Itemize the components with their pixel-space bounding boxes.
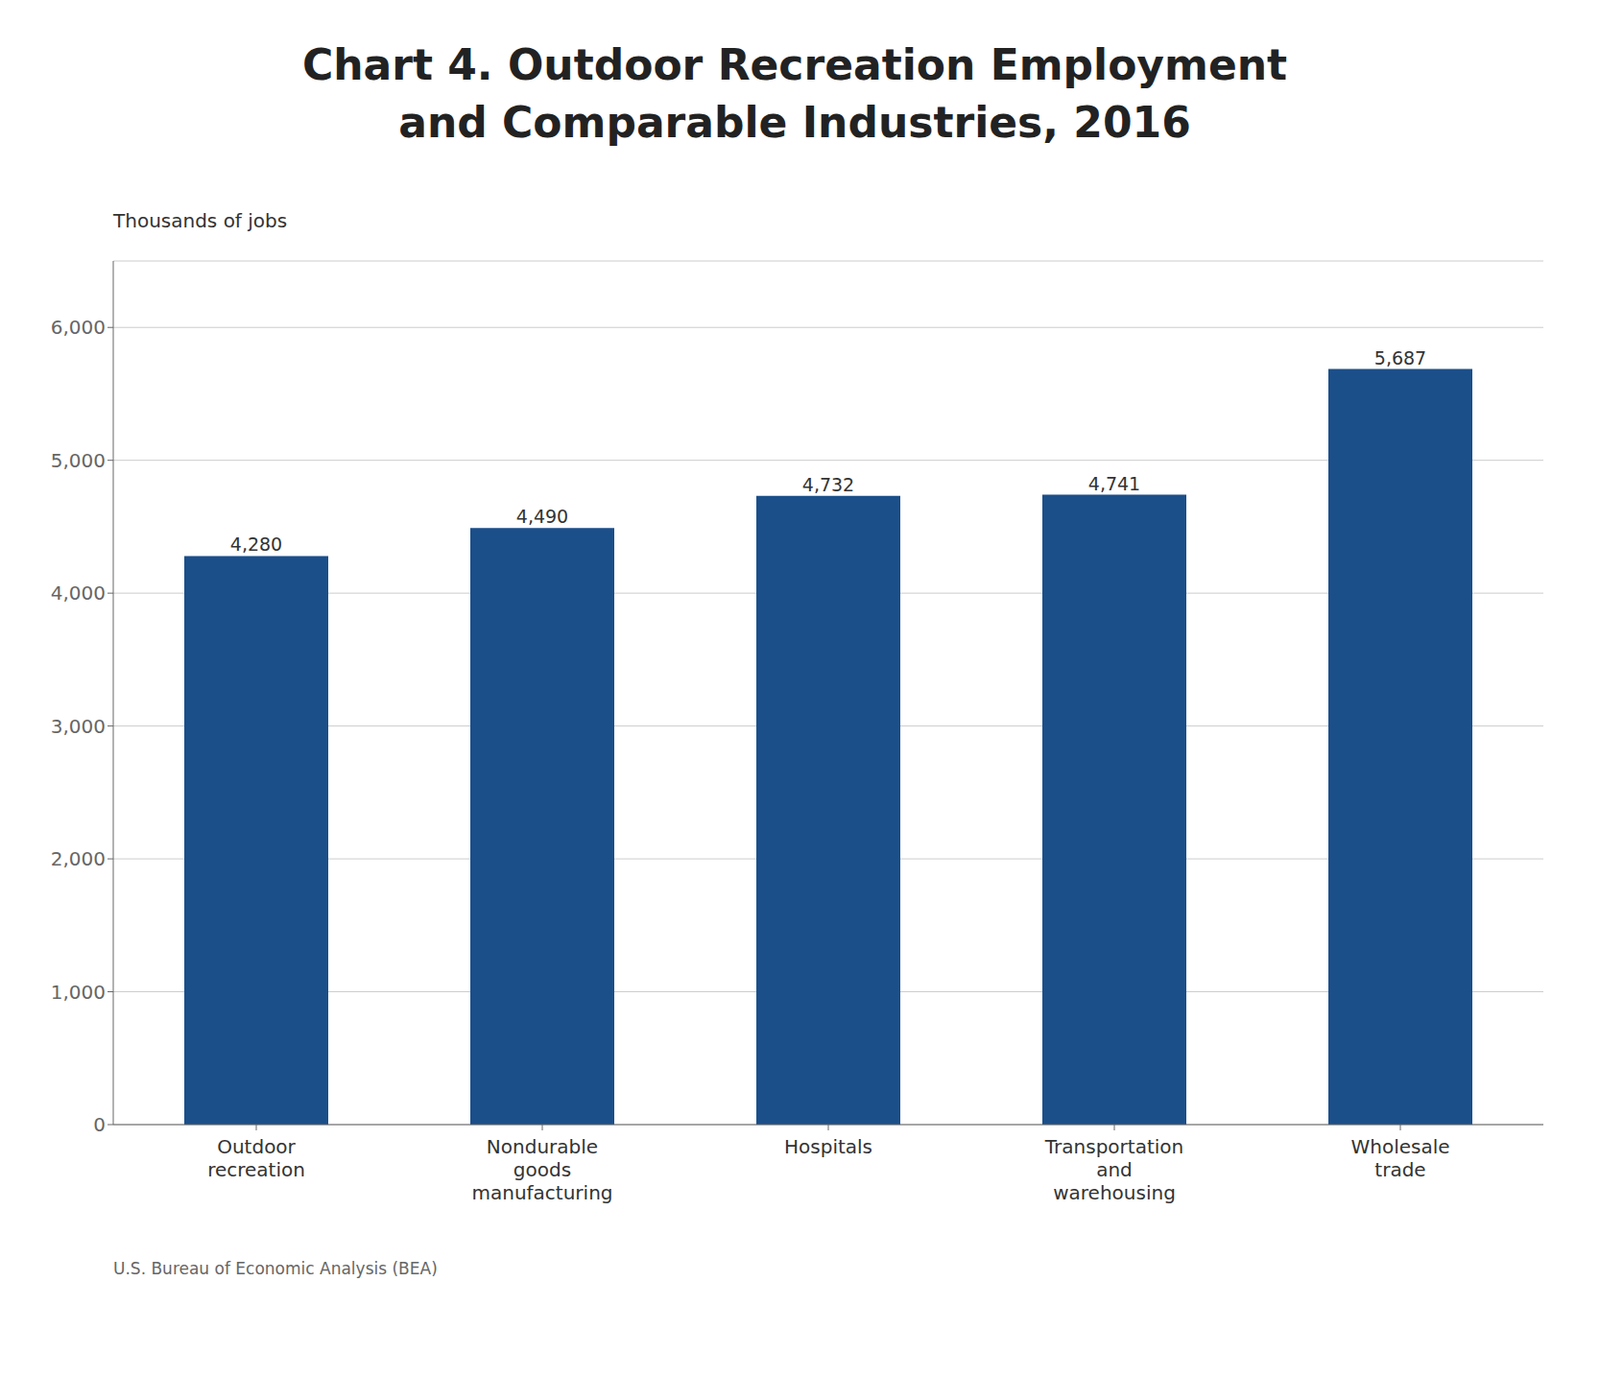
svg-text:Wholesaletrade: Wholesaletrade <box>1350 1135 1450 1182</box>
svg-text:1,000: 1,000 <box>50 980 106 1004</box>
svg-text:Nondurablegoodsmanufacturing: Nondurablegoodsmanufacturing <box>471 1135 613 1205</box>
svg-text:3,000: 3,000 <box>50 715 106 739</box>
svg-text:0: 0 <box>93 1113 106 1137</box>
svg-text:Transportationandwarehousing: Transportationandwarehousing <box>1044 1135 1184 1205</box>
html-text:and Comparable Industries, 201: and Comparable Industries, 2016 <box>398 97 1191 147</box>
svg-text:5,000: 5,000 <box>50 449 106 473</box>
html-text:Thousands of jobs: Thousands of jobs <box>113 209 288 233</box>
svg-text:4,732: 4,732 <box>802 474 855 496</box>
html-text:Chart 4. Outdoor Recreation Em: Chart 4. Outdoor Recreation Employment <box>302 40 1288 90</box>
svg-text:4,000: 4,000 <box>50 581 106 605</box>
svg-text:4,280: 4,280 <box>230 533 283 555</box>
svg-text:5,687: 5,687 <box>1374 347 1427 369</box>
svg-text:6,000: 6,000 <box>50 315 106 339</box>
svg-text:Hospitals: Hospitals <box>784 1135 873 1159</box>
svg-text:2,000: 2,000 <box>50 847 106 871</box>
svg-text:4,741: 4,741 <box>1088 473 1141 495</box>
svg-text:4,490: 4,490 <box>516 505 569 527</box>
svg-text:Outdoorrecreation: Outdoorrecreation <box>207 1135 306 1182</box>
html-text:U.S. Bureau of Economic Analys: U.S. Bureau of Economic Analysis (BEA) <box>113 1259 438 1279</box>
